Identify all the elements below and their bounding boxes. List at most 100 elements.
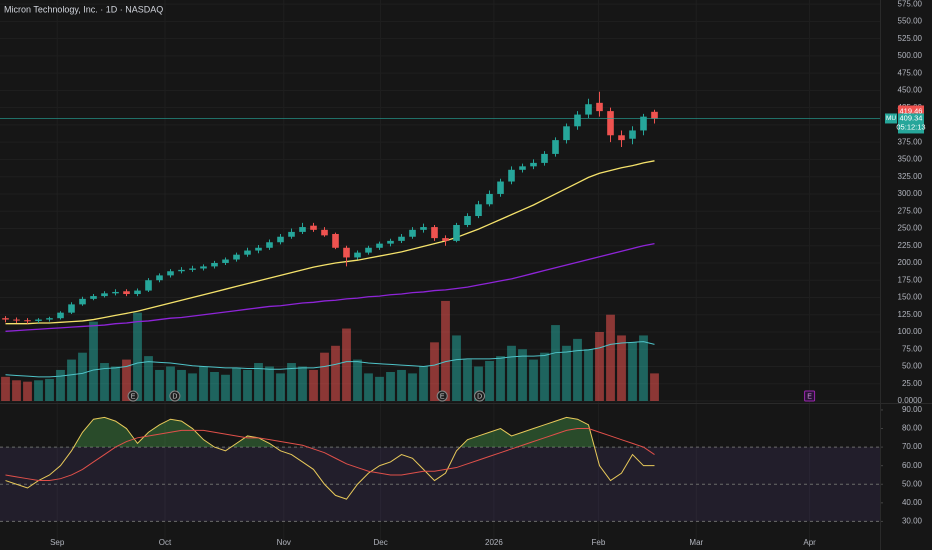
volume-bar (386, 372, 395, 401)
volume-bar (12, 380, 21, 401)
volume-bar (518, 349, 527, 401)
candle-body (530, 162, 537, 167)
y-tick-label: 375.00 (898, 137, 923, 146)
candle-body (288, 231, 295, 237)
y-tick-label: 300.00 (898, 189, 923, 198)
volume-bar (375, 376, 384, 401)
volume-bar (166, 366, 175, 401)
candle-body (618, 135, 625, 141)
volume-bar (89, 321, 98, 401)
event-badge (474, 390, 486, 402)
y-tick-label: 60.00 (902, 461, 923, 470)
candle-body (178, 269, 185, 272)
candle-body (398, 236, 405, 241)
volume-bar (23, 381, 32, 401)
y-tick-label: 275.00 (898, 206, 923, 215)
y-tick-label: 125.00 (898, 310, 923, 319)
x-tick-label: 2026 (485, 538, 503, 547)
countdown-label: 05:12:13 (896, 122, 925, 131)
volume-bar (540, 352, 549, 401)
volume-bar (199, 366, 208, 401)
volume-bar (287, 363, 296, 401)
candle-body (134, 290, 141, 295)
y-tick-label: 225.00 (898, 241, 923, 250)
y-tick-label: 100.00 (898, 327, 923, 336)
y-tick-label: 70.00 (902, 442, 923, 451)
volume-bar (452, 335, 461, 401)
event-badge (169, 390, 181, 402)
rsi-line (5, 416, 655, 500)
candle-body (486, 193, 493, 205)
volume-bar (397, 369, 406, 401)
volume-bar (34, 380, 43, 401)
candle-body (629, 130, 636, 139)
candle-body (222, 259, 229, 263)
chart-title: Micron Technology, Inc. · 1D · NASDAQ (4, 4, 163, 14)
candle-body (332, 233, 339, 248)
y-tick-label: 450.00 (898, 86, 923, 95)
candle-body (255, 247, 262, 251)
candle-body (321, 229, 328, 236)
candle-body (13, 319, 20, 321)
x-tick-label: Nov (277, 538, 291, 547)
volume-bar (56, 369, 65, 401)
volume-bar (650, 373, 659, 401)
volume-bar (232, 367, 241, 401)
volume-bar (419, 366, 428, 401)
volume-bar (551, 325, 560, 401)
volume-bar (144, 356, 153, 401)
y-tick-label: 475.00 (898, 68, 923, 77)
y-tick-label: 525.00 (898, 34, 923, 43)
y-tick-label: 150.00 (898, 293, 923, 302)
symbol-tag (885, 113, 897, 124)
volume-bar (265, 366, 274, 401)
moving-average (5, 242, 655, 332)
candle-body (211, 262, 218, 267)
y-tick-label: 50.00 (902, 362, 923, 371)
volume-bar (155, 369, 164, 401)
event-badge (127, 390, 139, 402)
volume-bar (221, 374, 230, 401)
volume-bar (430, 342, 439, 401)
volume-bar (474, 366, 483, 401)
moving-average (5, 160, 655, 325)
volume-bar (1, 376, 10, 401)
volume-bar (628, 342, 637, 401)
candle-body (387, 240, 394, 244)
volume-bar (177, 369, 186, 401)
volume-bar (342, 328, 351, 401)
event-label: E (131, 393, 136, 400)
volume-bar (529, 359, 538, 401)
candle-body (35, 319, 42, 321)
candle-body (112, 291, 119, 294)
volume-bar (67, 359, 76, 401)
candle-body (233, 254, 240, 260)
candle-body (552, 140, 559, 154)
candle-body (299, 227, 306, 232)
rsi-line (5, 428, 655, 482)
candle-body (475, 204, 482, 217)
candle-body (46, 318, 53, 320)
volume-bar (45, 378, 54, 401)
candle-body (651, 111, 658, 119)
volume-bar (562, 345, 571, 401)
candle-body (596, 102, 603, 112)
volume-bar (353, 359, 362, 401)
candle-body (189, 268, 196, 270)
volume-bar (573, 338, 582, 401)
y-tick-label: 575.00 (898, 0, 923, 8)
event-label: D (172, 393, 177, 400)
volume-bar (639, 335, 648, 401)
x-tick-label: Dec (373, 538, 387, 547)
candle-body (354, 252, 361, 258)
volume-bar (595, 331, 604, 401)
volume-bar (331, 345, 340, 401)
candle-body (24, 320, 31, 322)
x-tick-label: Apr (803, 538, 816, 547)
candle-body (497, 181, 504, 194)
candle-body (90, 296, 97, 299)
candle-body (365, 247, 372, 253)
event-badge (436, 390, 448, 402)
